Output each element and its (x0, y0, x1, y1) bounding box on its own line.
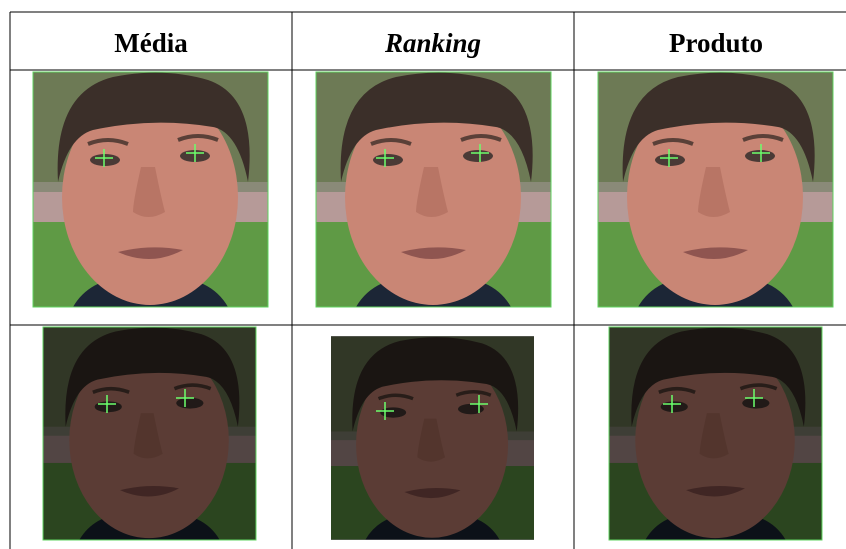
face-image (608, 326, 823, 541)
face-image (315, 71, 552, 308)
face-image (42, 326, 257, 541)
column-header: Média (114, 28, 188, 58)
face-image (597, 71, 834, 308)
face-image (331, 336, 534, 540)
column-header: Produto (669, 28, 763, 58)
column-header: Ranking (384, 28, 481, 58)
face-image (32, 71, 269, 308)
